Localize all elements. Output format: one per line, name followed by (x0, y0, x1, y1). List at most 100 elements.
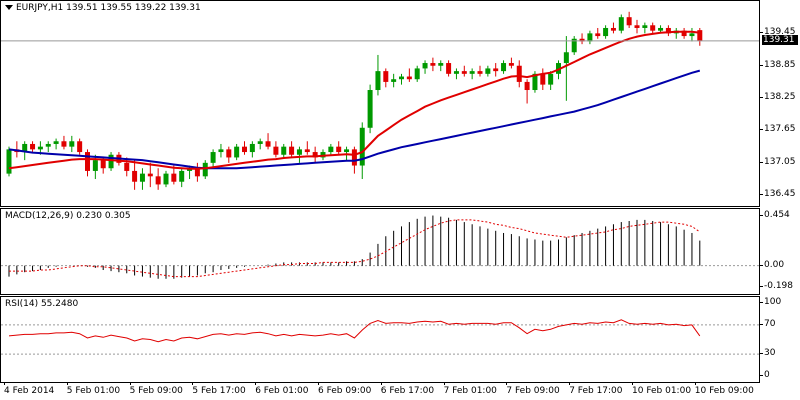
time-axis-label: 10 Feb 01:00 (632, 382, 692, 396)
macd-scale-tick: 0.00 (759, 259, 785, 270)
price-scale[interactable]: 139.45 138.85 138.25 137.65 137.05 136.45 (760, 0, 800, 207)
candle-body (163, 173, 169, 185)
candle-body (92, 160, 98, 171)
candle-body (210, 152, 216, 163)
candle-body (461, 71, 467, 74)
rsi-scale-tick: 30 (759, 348, 776, 359)
macd-pane[interactable]: MACD(12,26,9) 0.230 0.305 (0, 208, 760, 295)
candle-body (658, 27, 664, 31)
candle-body (446, 63, 452, 74)
candle-body (453, 71, 459, 74)
macd-signal-line (9, 219, 701, 278)
price-scale-tick: 136.45 (760, 189, 796, 200)
candle-body (77, 141, 83, 153)
candle-body (587, 33, 593, 42)
candle-body (289, 146, 295, 155)
candle-body (100, 160, 106, 169)
candle-body (312, 152, 318, 158)
last-price-tag: 139.31 (762, 34, 798, 45)
candle-body (265, 141, 271, 147)
candle-body (179, 170, 185, 182)
time-axis-label: 7 Feb 01:00 (443, 382, 497, 396)
rsi-scale-tick: 0 (760, 370, 770, 380)
rsi-scale-tick: 70 (759, 318, 776, 329)
time-axis[interactable]: 4 Feb 2014 5 Feb 01:00 5 Feb 09:00 5 Feb 17… (0, 382, 760, 400)
time-axis-label: 5 Feb 09:00 (129, 382, 183, 396)
time-axis-label: 6 Feb 09:00 (318, 382, 372, 396)
candle-body (30, 143, 36, 150)
candle-body (579, 38, 585, 42)
candle-body (610, 27, 616, 31)
time-axis-label: 5 Feb 01:00 (66, 382, 121, 396)
candle-body (493, 68, 499, 72)
candle-body (359, 127, 365, 166)
candle-body (234, 146, 240, 158)
candle-body (477, 71, 483, 74)
candle-body (336, 146, 342, 153)
candle-body (226, 149, 232, 158)
candle-body (320, 152, 326, 158)
candle-body (501, 63, 507, 72)
rsi-canvas (1, 319, 759, 355)
slow-moving-average-line (8, 69, 701, 170)
candle-body (69, 141, 75, 147)
candle-body (626, 17, 632, 26)
candle-body (422, 63, 428, 69)
candle-body (281, 146, 287, 155)
candle-body (399, 76, 404, 80)
macd-scale[interactable]: 0.454 0.00 -0.198 (759, 208, 800, 295)
candle-body (618, 17, 624, 31)
candle-body (242, 146, 247, 153)
candle-body (508, 63, 514, 66)
candle-body (375, 71, 381, 91)
candle-body (642, 25, 648, 28)
chart-title: EURJPY,H1 139.51 139.55 139.22 139.31 (5, 3, 201, 13)
price-chart-pane[interactable]: EURJPY,H1 139.51 139.55 139.22 139.31 (0, 0, 760, 207)
candle-body (202, 162, 208, 177)
candle-body (689, 33, 695, 37)
candle-body (6, 149, 12, 174)
rsi-scale-tick: 100 (759, 297, 782, 307)
candle-body (296, 149, 302, 155)
dropdown-arrow-icon[interactable] (5, 5, 13, 10)
candle-body (571, 38, 577, 53)
candle-body (37, 146, 43, 150)
candle-body (367, 90, 373, 128)
candle-body (351, 149, 357, 166)
time-axis-label: 4 Feb 2014 (4, 382, 55, 396)
rsi-pane[interactable]: RSI(14) 55.2480 (0, 296, 760, 383)
price-scale-tick: 137.05 (760, 156, 796, 167)
candle-body (532, 73, 538, 91)
macd-canvas (1, 215, 759, 279)
macd-title: MACD(12,26,9) 0.230 0.305 (5, 211, 131, 221)
candle-body (218, 149, 224, 153)
candle-body (469, 71, 475, 74)
rsi-scale[interactable]: 100 70 30 0 (759, 296, 800, 383)
candle-body (540, 73, 546, 85)
candle-body (603, 27, 609, 37)
candle-body (132, 170, 138, 182)
candle-body (595, 33, 601, 37)
macd-scale-tick: -0.198 (759, 281, 794, 292)
symbol-ohlc-label: EURJPY,H1 139.51 139.55 139.22 139.31 (16, 3, 201, 13)
candle-body (45, 143, 51, 147)
time-axis-label: 7 Feb 17:00 (569, 382, 623, 396)
price-scale-tick: 138.85 (760, 59, 796, 70)
macd-scale-tick: 0.454 (760, 210, 790, 221)
time-axis-label: 6 Feb 17:00 (380, 382, 435, 396)
price-chart-canvas (1, 11, 759, 190)
candle-body (257, 141, 263, 144)
candle-body (414, 68, 420, 80)
candle-body (249, 143, 255, 153)
candle-body (681, 30, 687, 37)
candle-body (304, 149, 310, 153)
candle-body (53, 141, 59, 144)
time-axis-label: 10 Feb 09:00 (694, 382, 754, 396)
price-scale-tick: 138.25 (760, 92, 796, 103)
candle-body (155, 176, 161, 185)
rsi-title: RSI(14) 55.2480 (5, 299, 79, 309)
time-axis-label: 7 Feb 09:00 (506, 382, 560, 396)
candle-body (563, 52, 569, 64)
candle-body (430, 63, 436, 66)
candle-body (516, 65, 522, 82)
